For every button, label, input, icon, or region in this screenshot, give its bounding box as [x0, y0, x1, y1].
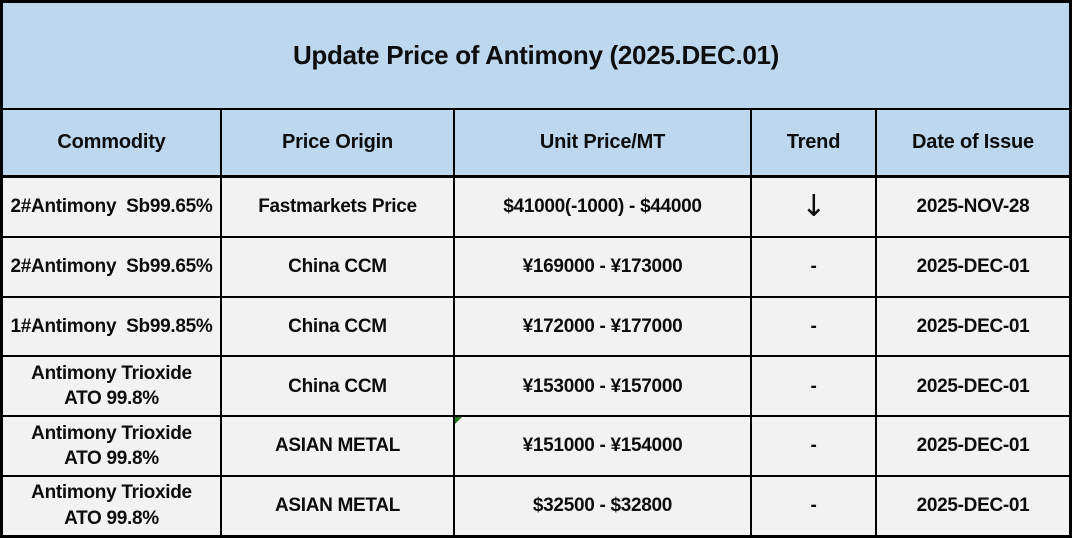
- cell-date-of-issue: 2025-DEC-01: [916, 435, 1030, 457]
- cell-commodity: Antimony Trioxide ATO 99.8%: [3, 417, 222, 476]
- header-cell-commodity: Commodity: [3, 110, 222, 175]
- cell-trend-dash: -: [752, 297, 877, 356]
- cell-trend-dash: -: [752, 477, 877, 535]
- header-cell-trend: Trend: [752, 110, 877, 175]
- table-row: 2#Antimony Sb99.65% China CCM ¥169000 - …: [3, 237, 1069, 298]
- cell-price-origin: ASIAN METAL: [222, 477, 455, 535]
- table-row: Antimony Trioxide ATO 99.8% China CCM ¥1…: [3, 357, 1069, 418]
- cell-date-of-issue: 2025-DEC-01: [916, 255, 1030, 277]
- cell-comment-marker: [455, 417, 462, 425]
- table-row: Antimony Trioxide ATO 99.8% ASIAN METAL …: [3, 417, 1069, 478]
- table-header-row: Commodity Price Origin Unit Price/MT Tre…: [3, 110, 1069, 178]
- trend-down-icon: ↓: [752, 178, 877, 236]
- cell-price-origin: China CCM: [222, 297, 455, 356]
- table-row: Antimony Trioxide ATO 99.8% ASIAN METAL …: [3, 477, 1069, 535]
- cell-unit-price: ¥172000 - ¥177000: [455, 297, 752, 356]
- cell-commodity: Antimony Trioxide ATO 99.8%: [3, 357, 222, 416]
- cell-date-of-issue: 2025-DEC-01: [916, 315, 1030, 337]
- cell-trend-dash: -: [752, 237, 877, 296]
- header-cell-date-of-issue: Date of Issue: [912, 131, 1034, 153]
- header-cell-price-origin: Price Origin: [222, 110, 455, 175]
- cell-unit-price: $41000(-1000) - $44000: [455, 178, 752, 236]
- cell-date-of-issue: 2025-DEC-01: [916, 375, 1030, 397]
- cell-unit-price: ¥151000 - ¥154000: [455, 417, 752, 476]
- cell-date-of-issue: 2025-NOV-28: [916, 196, 1030, 218]
- cell-price-origin: China CCM: [222, 237, 455, 296]
- page-title: Update Price of Antimony (2025.DEC.01): [292, 40, 780, 70]
- table-body: 2#Antimony Sb99.65% Fastmarkets Price $4…: [3, 178, 1069, 535]
- cell-unit-price: ¥169000 - ¥173000: [455, 237, 752, 296]
- cell-date-of-issue: 2025-DEC-01: [916, 495, 1030, 517]
- cell-unit-price-text: ¥151000 - ¥154000: [522, 435, 683, 457]
- cell-price-origin: China CCM: [222, 357, 455, 416]
- header-cell-unit-price: Unit Price/MT: [455, 110, 752, 175]
- cell-commodity: 2#Antimony Sb99.65%: [3, 237, 222, 296]
- cell-price-origin: ASIAN METAL: [222, 417, 455, 476]
- cell-price-origin: Fastmarkets Price: [222, 178, 455, 236]
- cell-unit-price: $32500 - $32800: [455, 477, 752, 535]
- table-row: 2#Antimony Sb99.65% Fastmarkets Price $4…: [3, 178, 1069, 238]
- title-band: Update Price of Antimony (2025.DEC.01): [3, 3, 1069, 110]
- cell-trend-dash: -: [752, 417, 877, 476]
- cell-commodity: 1#Antimony Sb99.85%: [3, 297, 222, 356]
- cell-commodity: 2#Antimony Sb99.65%: [3, 178, 222, 236]
- cell-commodity: Antimony Trioxide ATO 99.8%: [3, 477, 222, 535]
- cell-trend-dash: -: [752, 357, 877, 416]
- table-row: 1#Antimony Sb99.85% China CCM ¥172000 - …: [3, 297, 1069, 358]
- cell-unit-price: ¥153000 - ¥157000: [455, 357, 752, 416]
